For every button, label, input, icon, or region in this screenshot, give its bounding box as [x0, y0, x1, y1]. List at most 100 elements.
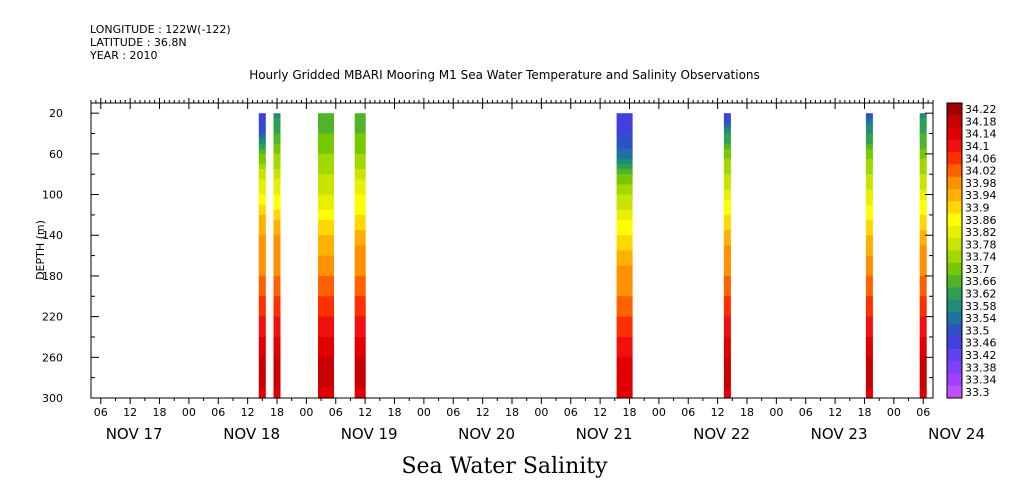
salinity-cell — [616, 189, 633, 196]
colorbar-swatch — [947, 189, 962, 202]
salinity-cell — [354, 260, 366, 267]
salinity-cell — [258, 214, 266, 221]
salinity-cell — [354, 138, 366, 145]
salinity-cell — [354, 352, 366, 358]
salinity-cell — [616, 220, 633, 226]
colorbar-label: 34.02 — [965, 165, 997, 178]
x-tick-label: 12 — [593, 406, 607, 419]
salinity-cell — [273, 352, 281, 358]
salinity-cell — [273, 225, 281, 231]
salinity-cell — [723, 199, 731, 206]
salinity-cell — [865, 357, 873, 363]
salinity-cell — [616, 148, 633, 155]
salinity-cell — [919, 143, 927, 150]
salinity-cell — [354, 153, 366, 160]
salinity-cell — [919, 311, 927, 318]
salinity-cell — [273, 164, 281, 170]
salinity-cell — [354, 174, 366, 180]
salinity-cell — [919, 326, 927, 333]
salinity-cell — [919, 342, 927, 348]
salinity-cell — [318, 204, 334, 211]
salinity-cell — [865, 331, 873, 338]
salinity-cell — [919, 296, 927, 302]
salinity-cell — [318, 214, 334, 221]
salinity-cell — [919, 179, 927, 185]
salinity-cell — [616, 382, 633, 389]
salinity-cell — [258, 174, 266, 180]
salinity-cell — [919, 209, 927, 216]
salinity-cell — [318, 179, 334, 185]
colorbar-swatch — [947, 225, 962, 239]
salinity-cell — [354, 382, 366, 389]
salinity-cell — [354, 286, 366, 292]
salinity-cell — [865, 387, 873, 394]
colorbar-swatch — [947, 164, 962, 178]
salinity-cell — [258, 316, 266, 323]
salinity-cell — [723, 342, 731, 348]
colorbar-swatch — [947, 152, 962, 165]
salinity-cell — [258, 123, 266, 129]
colorbar-swatch — [947, 250, 962, 264]
salinity-cell — [723, 148, 731, 155]
salinity-cell — [273, 362, 281, 369]
salinity-cell — [273, 311, 281, 318]
salinity-cell — [318, 189, 334, 196]
salinity-cell — [919, 392, 927, 399]
y-tick-label: 180 — [42, 270, 63, 283]
salinity-cell — [919, 189, 927, 196]
salinity-cell — [919, 270, 927, 277]
colorbar-swatch — [947, 373, 962, 387]
salinity-cell — [723, 194, 731, 201]
salinity-cell — [616, 357, 633, 363]
salinity-cell — [723, 281, 731, 287]
x-tick-label: 18 — [153, 406, 167, 419]
salinity-cell — [318, 235, 334, 241]
salinity-cell — [919, 367, 927, 374]
salinity-cell — [865, 286, 873, 292]
salinity-cell — [318, 164, 334, 170]
salinity-cell — [616, 387, 633, 394]
colorbar-label: 33.86 — [965, 214, 997, 227]
salinity-cell — [616, 255, 633, 262]
salinity-cell — [723, 158, 731, 165]
salinity-cell — [318, 270, 334, 277]
colorbar-label: 33.74 — [965, 251, 997, 264]
salinity-cell — [273, 337, 281, 343]
salinity-cell — [919, 240, 927, 246]
salinity-cell — [354, 357, 366, 363]
salinity-cell — [919, 260, 927, 267]
salinity-cell — [318, 128, 334, 135]
salinity-cell — [354, 311, 366, 318]
x-tick-label: 18 — [622, 406, 636, 419]
salinity-cell — [723, 204, 731, 211]
salinity-cell — [865, 347, 873, 353]
salinity-cell — [354, 372, 366, 379]
salinity-cell — [318, 133, 334, 140]
salinity-cell — [865, 153, 873, 160]
salinity-cell — [616, 286, 633, 292]
salinity-cell — [258, 362, 266, 369]
salinity-cell — [258, 255, 266, 262]
x-tick-label: 00 — [299, 406, 313, 419]
colorbar-label: 33.54 — [965, 312, 997, 325]
salinity-cell — [723, 138, 731, 145]
salinity-cell — [865, 209, 873, 216]
x-tick-label: 12 — [711, 406, 725, 419]
salinity-cell — [919, 281, 927, 287]
salinity-cell — [865, 352, 873, 358]
salinity-cell — [273, 316, 281, 323]
y-tick-label: 60 — [49, 148, 63, 161]
salinity-cell — [723, 372, 731, 379]
salinity-cell — [723, 286, 731, 292]
salinity-cell — [919, 301, 927, 308]
salinity-cell — [273, 357, 281, 363]
salinity-cell — [318, 392, 334, 399]
salinity-cell — [919, 148, 927, 155]
salinity-cell — [318, 331, 334, 338]
salinity-cell — [616, 113, 633, 119]
salinity-cell — [919, 306, 927, 313]
salinity-cell — [919, 153, 927, 160]
salinity-cell — [258, 240, 266, 246]
salinity-cell — [273, 113, 281, 119]
salinity-cell — [865, 169, 873, 175]
